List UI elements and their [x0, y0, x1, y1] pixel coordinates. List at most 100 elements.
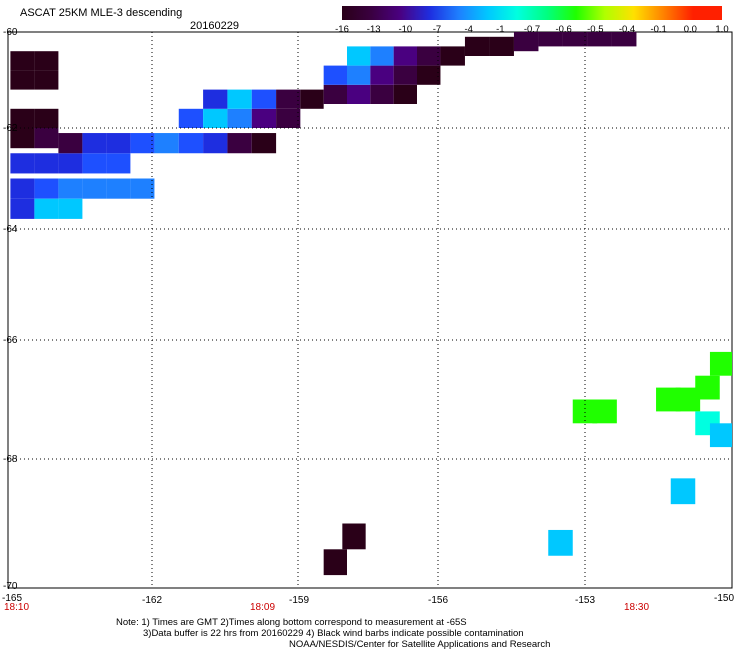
- swath-cell: [34, 108, 59, 128]
- swath-cell: [82, 153, 107, 174]
- swath-cell: [34, 153, 59, 174]
- lat-label-62: -62: [3, 123, 18, 134]
- swath-cell: [562, 32, 588, 47]
- swath-cell: [370, 65, 394, 85]
- colorbar-segment: [634, 6, 664, 20]
- swath-cell: [82, 178, 107, 199]
- swath-cell: [572, 399, 598, 424]
- swath-cell: [203, 89, 228, 109]
- lon-label-150: -150: [714, 593, 735, 604]
- swath-cell: [548, 529, 573, 556]
- swath-cell: [440, 46, 465, 66]
- colorbar-segment: [575, 6, 606, 20]
- swath-cell: [203, 133, 228, 154]
- map-frame: [7, 31, 733, 589]
- colorbar-label: -16: [335, 24, 349, 35]
- lon-label-162: -162: [142, 595, 163, 606]
- swath-cell: [393, 84, 417, 104]
- swath-cell: [34, 178, 59, 199]
- swath-cell: [393, 65, 417, 85]
- lon-label-156: -156: [428, 595, 449, 606]
- colorbar-segment: [692, 6, 723, 20]
- swath-cell: [154, 133, 179, 154]
- swath-cell: [58, 153, 83, 174]
- swath-cell: [251, 89, 277, 109]
- colorbar-label: -0.1: [650, 24, 667, 35]
- colorbar-label: -13: [366, 24, 381, 35]
- swath-cell: [58, 133, 83, 154]
- colorbar-label: -0.4: [618, 24, 636, 35]
- colorbar-segment: [342, 6, 372, 20]
- swath-cell: [370, 46, 394, 66]
- swath-cell: [203, 108, 228, 128]
- colorbar-segment: [371, 6, 401, 20]
- colorbar-label: -0.5: [587, 24, 604, 35]
- swath-cell: [106, 133, 131, 154]
- swath-cell: [323, 549, 347, 576]
- swath-cell: [513, 32, 539, 52]
- swath-cell: [227, 89, 252, 109]
- swath-cell: [417, 46, 441, 66]
- colorbar-strip: [342, 6, 723, 20]
- swath-cell: [300, 89, 324, 109]
- colorbar-label: -1: [496, 24, 505, 35]
- note-line-3: NOAA/NESDIS/Center for Satellite Applica…: [289, 639, 551, 650]
- swath-cell: [417, 65, 441, 85]
- swath-cell: [675, 387, 701, 412]
- colorbar-segment: [458, 6, 489, 20]
- map-date: 20160229: [190, 20, 239, 32]
- swath-cell: [276, 108, 301, 128]
- time-label-1: 18:10: [4, 602, 30, 613]
- swath-cell: [538, 32, 563, 47]
- swath-cell: [464, 36, 490, 56]
- lat-label-64: -64: [3, 224, 18, 235]
- lat-label-68: -68: [3, 454, 18, 465]
- colorbar-label: -0.6: [555, 24, 572, 35]
- swath-cell: [34, 198, 59, 219]
- swath-cell: [587, 32, 612, 47]
- colorbar-segment: [488, 6, 518, 20]
- swath-cell: [58, 198, 83, 219]
- colorbar-segment: [400, 6, 430, 20]
- swath-cell: [10, 51, 35, 71]
- colorbar: [342, 6, 723, 20]
- swath-cell: [10, 198, 35, 219]
- swath-cell: [656, 387, 681, 412]
- swath-cell: [323, 84, 347, 104]
- lat-label-60: -60: [3, 27, 18, 38]
- swath-cell: [10, 108, 35, 128]
- swath-cell: [106, 153, 131, 174]
- swath-cell: [347, 46, 371, 66]
- swath-cell: [227, 133, 252, 154]
- time-label-3: 18:30: [624, 602, 650, 613]
- swath-cell: [709, 423, 732, 448]
- swath-cell: [130, 133, 155, 154]
- swath-cell: [10, 70, 35, 90]
- swath-cell: [130, 178, 155, 199]
- swath-cell: [276, 89, 301, 109]
- swath-cell: [106, 178, 131, 199]
- swath-cell: [178, 108, 204, 128]
- colorbar-segment: [429, 6, 459, 20]
- time-label-2: 18:09: [250, 602, 276, 613]
- colorbar-label: -10: [398, 24, 413, 35]
- swath-cell: [695, 375, 720, 400]
- colorbar-label: 0.0: [683, 24, 697, 35]
- swath-cell: [34, 51, 59, 71]
- swath-cell: [393, 46, 417, 66]
- swath-cell: [82, 133, 107, 154]
- colorbar-segment: [517, 6, 547, 20]
- swath-cell: [342, 523, 366, 550]
- colorbar-segment: [605, 6, 635, 20]
- swath-cell: [670, 478, 696, 505]
- swath-cell: [58, 178, 83, 199]
- colorbar-segment: [663, 6, 693, 20]
- colorbar-label: -7: [432, 24, 442, 35]
- swath-cell: [323, 65, 347, 85]
- swath-cells: [10, 32, 732, 576]
- swath-cell: [227, 108, 252, 128]
- swath-cell: [10, 178, 35, 199]
- lon-label-159: -159: [289, 595, 310, 606]
- colorbar-segment: [546, 6, 576, 20]
